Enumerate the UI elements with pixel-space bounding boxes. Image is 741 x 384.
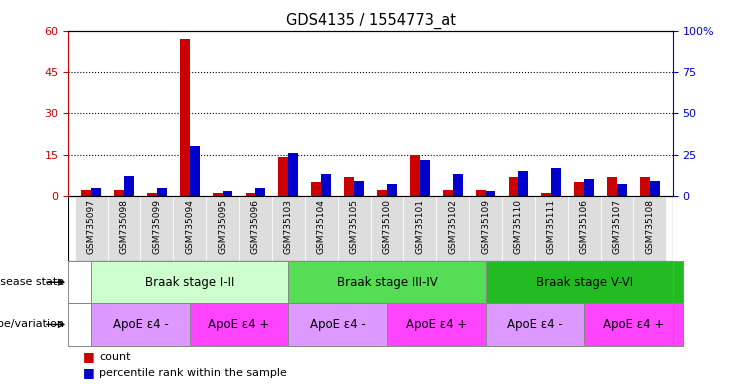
Bar xyxy=(91,261,288,303)
Bar xyxy=(519,171,528,196)
Text: disease state: disease state xyxy=(0,277,64,287)
Text: GSM735094: GSM735094 xyxy=(185,199,194,254)
Bar xyxy=(476,190,485,196)
Bar xyxy=(245,193,256,196)
Bar xyxy=(107,196,141,261)
Bar xyxy=(180,39,190,196)
Text: GSM735110: GSM735110 xyxy=(514,199,523,254)
Bar xyxy=(354,181,364,196)
Bar xyxy=(634,196,666,261)
Text: GSM735108: GSM735108 xyxy=(645,199,654,254)
Text: GSM735105: GSM735105 xyxy=(350,199,359,254)
Bar xyxy=(485,303,584,346)
Bar xyxy=(607,177,617,196)
Text: GSM735099: GSM735099 xyxy=(153,199,162,254)
Bar xyxy=(377,190,387,196)
Bar xyxy=(640,177,650,196)
Text: Braak stage III-IV: Braak stage III-IV xyxy=(336,276,437,289)
Bar xyxy=(420,159,430,196)
Text: GSM735100: GSM735100 xyxy=(382,199,391,254)
Bar xyxy=(173,196,206,261)
Text: GSM735098: GSM735098 xyxy=(119,199,128,254)
Bar xyxy=(114,190,124,196)
Bar xyxy=(124,176,134,196)
Bar xyxy=(190,146,199,196)
Title: GDS4135 / 1554773_at: GDS4135 / 1554773_at xyxy=(285,13,456,29)
Bar xyxy=(311,182,321,196)
Bar xyxy=(403,196,436,261)
Bar xyxy=(321,174,331,196)
Bar xyxy=(443,190,453,196)
Bar xyxy=(453,174,462,196)
Text: count: count xyxy=(99,351,131,362)
Bar xyxy=(338,196,370,261)
Bar xyxy=(410,155,420,196)
Text: ApoE ε4 -: ApoE ε4 - xyxy=(310,318,365,331)
Bar xyxy=(147,193,157,196)
Text: GSM735107: GSM735107 xyxy=(613,199,622,254)
Bar xyxy=(387,184,396,196)
Bar xyxy=(584,303,682,346)
Bar xyxy=(387,303,485,346)
Text: ■: ■ xyxy=(83,350,95,363)
Text: ApoE ε4 +: ApoE ε4 + xyxy=(208,318,270,331)
Bar xyxy=(502,196,535,261)
Bar xyxy=(469,196,502,261)
Bar xyxy=(568,196,600,261)
Bar xyxy=(75,196,107,261)
Bar xyxy=(551,168,561,196)
Text: GSM735104: GSM735104 xyxy=(316,199,326,254)
Bar xyxy=(91,303,190,346)
Bar xyxy=(574,182,584,196)
Bar xyxy=(288,303,387,346)
Bar xyxy=(345,177,354,196)
Text: Braak stage I-II: Braak stage I-II xyxy=(145,276,234,289)
Text: GSM735103: GSM735103 xyxy=(284,199,293,254)
Text: GSM735101: GSM735101 xyxy=(415,199,425,254)
Bar xyxy=(272,196,305,261)
Text: Braak stage V-VI: Braak stage V-VI xyxy=(536,276,633,289)
Text: GSM735095: GSM735095 xyxy=(218,199,227,254)
Text: GSM735106: GSM735106 xyxy=(579,199,588,254)
Text: GSM735111: GSM735111 xyxy=(547,199,556,254)
Text: genotype/variation: genotype/variation xyxy=(0,319,64,329)
Bar xyxy=(213,193,222,196)
Text: ApoE ε4 -: ApoE ε4 - xyxy=(507,318,562,331)
Text: GSM735102: GSM735102 xyxy=(448,199,457,254)
Bar xyxy=(190,303,288,346)
Text: ApoE ε4 +: ApoE ε4 + xyxy=(602,318,664,331)
Text: GSM735097: GSM735097 xyxy=(87,199,96,254)
Bar xyxy=(485,261,682,303)
Bar xyxy=(279,157,288,196)
Text: GSM735096: GSM735096 xyxy=(251,199,260,254)
Bar xyxy=(82,190,91,196)
Bar xyxy=(256,188,265,196)
Text: percentile rank within the sample: percentile rank within the sample xyxy=(99,368,288,378)
Bar xyxy=(222,191,233,196)
Bar xyxy=(288,261,485,303)
Bar xyxy=(650,181,659,196)
Bar xyxy=(288,153,298,196)
Bar xyxy=(508,177,519,196)
Text: ApoE ε4 +: ApoE ε4 + xyxy=(405,318,467,331)
Bar xyxy=(542,193,551,196)
Bar xyxy=(436,196,469,261)
Bar xyxy=(157,188,167,196)
Bar xyxy=(206,196,239,261)
Text: GSM735109: GSM735109 xyxy=(481,199,490,254)
Bar xyxy=(584,179,594,196)
Bar xyxy=(370,196,403,261)
Bar xyxy=(600,196,634,261)
Text: ApoE ε4 -: ApoE ε4 - xyxy=(113,318,168,331)
Bar xyxy=(239,196,272,261)
Bar xyxy=(617,184,627,196)
Bar xyxy=(305,196,338,261)
Bar xyxy=(535,196,568,261)
Bar xyxy=(91,188,101,196)
Bar xyxy=(485,191,496,196)
Text: ■: ■ xyxy=(83,366,95,379)
Bar xyxy=(141,196,173,261)
